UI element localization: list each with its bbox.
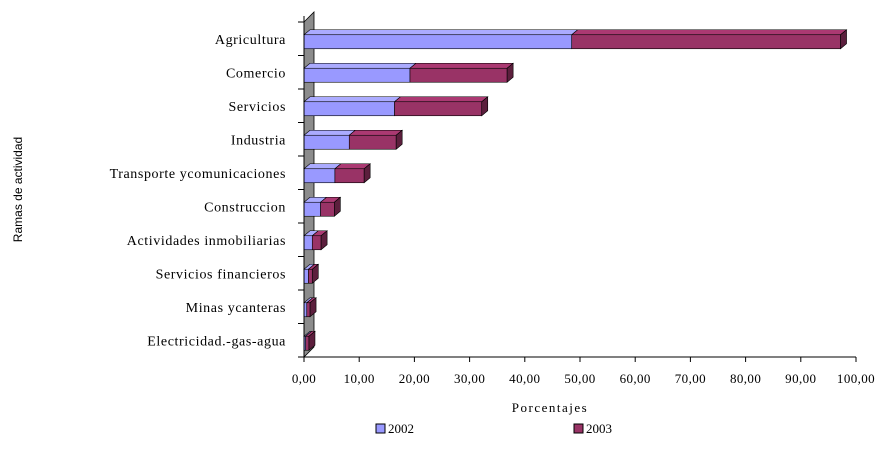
bar-front-face: [303, 235, 313, 251]
x-tick-label: 60,00: [620, 371, 651, 386]
bar-top-face: [303, 62, 417, 69]
bar-front-face: [320, 201, 335, 217]
category-label-servicios: Servicios: [228, 100, 286, 115]
bar-front-face: [394, 101, 483, 117]
bar-front-face: [409, 67, 508, 83]
bar-2002-agricultura: [303, 29, 579, 50]
bar-front-face: [571, 34, 841, 50]
bar-front-face: [303, 101, 395, 117]
bar-front-face: [306, 302, 311, 318]
category-label-electricidad-gas-agua: Electricidad.-gas-agua: [147, 334, 286, 349]
bar-front-face: [305, 335, 310, 351]
category-label-agricultura: Agricultura: [215, 33, 286, 48]
bar-side-face: [363, 163, 371, 184]
bar-front-face: [334, 168, 365, 184]
x-axis-title: Porcentajes: [512, 400, 588, 415]
bar-front-face: [308, 268, 313, 284]
x-tick-label: 10,00: [344, 371, 375, 386]
x-tick-label: 0,00: [292, 371, 316, 386]
bars-group: [303, 29, 848, 351]
bar-front-face: [303, 168, 336, 184]
bar-front-face: [303, 34, 573, 50]
bar-2002-industria: [303, 129, 357, 150]
bar-top-face: [303, 96, 402, 103]
bar-2003-servicios-financieros: [307, 263, 320, 284]
bar-2003-minas-ycanteras: [305, 297, 317, 318]
y-axis-title: Ramas de actividad: [11, 137, 25, 242]
bar-2002-servicios: [303, 96, 402, 117]
bar-front-face: [303, 268, 309, 284]
x-tick-label: 50,00: [564, 371, 595, 386]
bar-top-face: [348, 129, 404, 136]
bar-side-face: [309, 297, 317, 318]
bar-side-face: [334, 196, 341, 217]
x-tick-label: 70,00: [675, 371, 706, 386]
bar-side-face: [395, 129, 403, 150]
x-tick-label: 40,00: [509, 371, 540, 386]
bar-top-face: [570, 29, 848, 36]
legend-swatch-2003: [573, 423, 584, 434]
x-tick-label: 80,00: [730, 371, 761, 386]
bar-front-face: [348, 134, 397, 150]
bar-2003-industria: [348, 129, 404, 150]
axes-group: Agricultura Comercio Servicios Industria Tra…: [110, 16, 875, 386]
legend-label-2002: 2002: [388, 421, 414, 436]
bar-side-face: [320, 230, 328, 251]
bar-side-face: [308, 330, 316, 351]
bar-front-face: [303, 134, 350, 150]
legend-swatch-2002: [375, 423, 386, 434]
bar-top-face: [409, 62, 514, 69]
bar-2003-servicios: [393, 96, 489, 117]
bar-side-face: [481, 96, 489, 117]
x-tick-label: 90,00: [785, 371, 816, 386]
x-tick-label: 100,00: [837, 371, 875, 386]
category-label-construccion: Construccion: [204, 200, 286, 215]
bar-2003-construccion: [319, 196, 342, 217]
bar-side-face: [311, 263, 319, 284]
category-label-minas-ycanteras: Minas ycanteras: [186, 301, 286, 316]
bar-side-face: [506, 62, 514, 83]
bar-top-face: [303, 129, 357, 136]
category-label-industria: Industria: [231, 133, 286, 148]
bar-2003-comercio: [409, 62, 514, 83]
category-label-actividades-inmobiliarias: Actividades inmobiliarias: [127, 234, 286, 249]
bar-2003-transporte-ycomunicaciones: [334, 163, 371, 184]
bar-top-face: [303, 29, 579, 36]
bar-2002-comercio: [303, 62, 417, 83]
bar-2003-electricidad-gas-agua: [304, 330, 316, 351]
category-label-servicios-financieros: Servicios financieros: [156, 267, 286, 282]
bar-top-face: [393, 96, 489, 103]
legend-label-2003: 2003: [586, 421, 612, 436]
x-tick-label: 30,00: [454, 371, 485, 386]
bar-side-face: [840, 29, 847, 50]
category-label-transporte-ycomunicaciones: Transporte ycomunicaciones: [110, 167, 286, 182]
category-label-comercio: Comercio: [226, 66, 286, 81]
bar-front-face: [303, 201, 321, 217]
x-tick-label: 20,00: [399, 371, 430, 386]
bar-front-face: [311, 235, 322, 251]
bar-front-face: [303, 67, 411, 83]
bar-2003-agricultura: [570, 29, 848, 50]
bar-2003-actividades-inmobiliarias: [311, 230, 328, 251]
legend: 2002 2003: [375, 421, 612, 436]
